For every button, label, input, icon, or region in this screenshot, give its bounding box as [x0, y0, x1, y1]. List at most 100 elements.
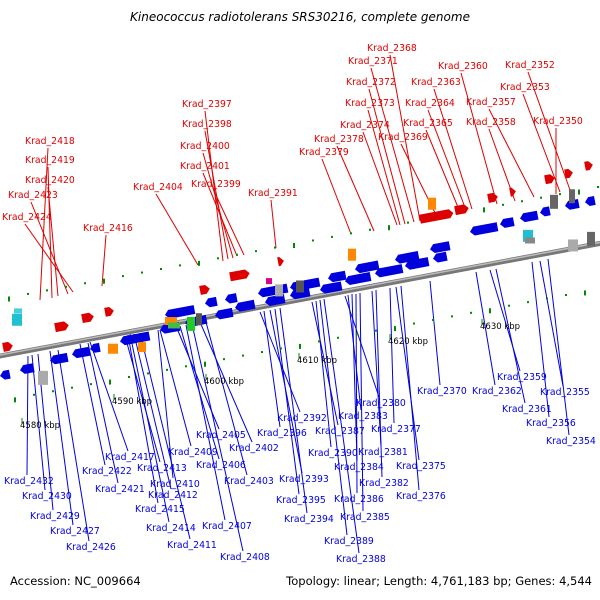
- gene-label-krad-2432[interactable]: Krad_2432: [4, 476, 54, 487]
- gene-label-krad-2405[interactable]: Krad_2405: [196, 430, 246, 441]
- gene-label-krad-2419[interactable]: Krad_2419: [25, 155, 75, 166]
- gene-box[interactable]: [138, 342, 146, 353]
- gene-label-krad-2422[interactable]: Krad_2422: [82, 466, 132, 477]
- gene-arrow[interactable]: [429, 241, 451, 254]
- gene-label-krad-2364[interactable]: Krad_2364: [405, 98, 455, 109]
- gene-label-krad-2415[interactable]: Krad_2415: [135, 504, 185, 515]
- gene-label-krad-2368[interactable]: Krad_2368: [367, 43, 417, 54]
- gene-arrow[interactable]: [499, 217, 515, 228]
- gene-box[interactable]: [348, 248, 356, 261]
- gene-label-krad-2382[interactable]: Krad_2382: [359, 478, 409, 489]
- gene-label-krad-2427[interactable]: Krad_2427: [50, 526, 100, 537]
- gene-label-krad-2395[interactable]: Krad_2395: [276, 495, 326, 506]
- gene-label-krad-2392[interactable]: Krad_2392: [277, 413, 327, 424]
- gene-box[interactable]: [196, 313, 202, 326]
- gene-arrow[interactable]: [224, 293, 238, 304]
- gene-label-krad-2404[interactable]: Krad_2404: [133, 182, 183, 193]
- gene-label-krad-2385[interactable]: Krad_2385: [340, 512, 390, 523]
- gene-label-krad-2408[interactable]: Krad_2408: [220, 552, 270, 563]
- gene-label-krad-2387[interactable]: Krad_2387: [315, 426, 365, 437]
- gene-arrow[interactable]: [509, 187, 517, 197]
- gene-label-krad-2410[interactable]: Krad_2410: [150, 479, 200, 490]
- gene-arrow[interactable]: [432, 251, 448, 263]
- gene-arrow[interactable]: [454, 204, 469, 216]
- gene-arrow[interactable]: [344, 272, 372, 286]
- gene-box[interactable]: [275, 284, 283, 297]
- gene-arrow[interactable]: [119, 331, 151, 346]
- gene-arrow[interactable]: [319, 281, 343, 294]
- gene-label-krad-2363[interactable]: Krad_2363: [411, 77, 461, 88]
- gene-box[interactable]: [38, 370, 48, 385]
- gene-arrow[interactable]: [54, 321, 69, 333]
- gene-label-krad-2406[interactable]: Krad_2406: [196, 460, 246, 471]
- gene-label-krad-2359[interactable]: Krad_2359: [497, 372, 547, 383]
- gene-label-krad-2369[interactable]: Krad_2369: [378, 132, 428, 143]
- gene-arrow[interactable]: [81, 312, 94, 324]
- gene-arrow[interactable]: [404, 257, 430, 270]
- gene-box[interactable]: [266, 278, 272, 285]
- gene-arrow[interactable]: [519, 210, 539, 223]
- gene-label-krad-2372[interactable]: Krad_2372: [346, 77, 396, 88]
- gene-arrow[interactable]: [564, 199, 580, 210]
- gene-label-krad-2396[interactable]: Krad_2396: [257, 428, 307, 439]
- gene-box[interactable]: [587, 231, 595, 246]
- gene-arrow[interactable]: [2, 341, 13, 352]
- gene-label-krad-2354[interactable]: Krad_2354: [546, 436, 596, 447]
- gene-label-krad-2420[interactable]: Krad_2420: [25, 175, 75, 186]
- gene-arrow[interactable]: [229, 269, 250, 282]
- gene-label-krad-2397[interactable]: Krad_2397: [182, 99, 232, 110]
- gene-label-krad-2413[interactable]: Krad_2413: [137, 463, 187, 474]
- gene-arrow[interactable]: [289, 287, 311, 300]
- gene-label-krad-2407[interactable]: Krad_2407: [202, 521, 252, 532]
- gene-arrow[interactable]: [71, 346, 91, 359]
- gene-arrow[interactable]: [539, 206, 551, 217]
- gene-label-krad-2376[interactable]: Krad_2376: [396, 491, 446, 502]
- gene-arrow[interactable]: [327, 270, 347, 283]
- gene-label-krad-2398[interactable]: Krad_2398: [182, 119, 232, 130]
- gene-label-krad-2426[interactable]: Krad_2426: [66, 542, 116, 553]
- gene-label-krad-2355[interactable]: Krad_2355: [540, 387, 590, 398]
- gene-label-krad-2360[interactable]: Krad_2360: [438, 61, 488, 72]
- gene-box[interactable]: [12, 313, 22, 326]
- gene-box[interactable]: [569, 189, 575, 204]
- gene-label-krad-2357[interactable]: Krad_2357: [466, 97, 516, 108]
- gene-label-krad-2393[interactable]: Krad_2393: [279, 474, 329, 485]
- gene-arrow[interactable]: [234, 299, 256, 313]
- gene-arrow[interactable]: [419, 209, 454, 224]
- gene-arrow[interactable]: [199, 284, 210, 295]
- gene-label-krad-2381[interactable]: Krad_2381: [358, 447, 408, 458]
- gene-label-krad-2373[interactable]: Krad_2373: [345, 98, 395, 109]
- gene-box[interactable]: [14, 308, 22, 314]
- gene-label-krad-2380[interactable]: Krad_2380: [356, 398, 406, 409]
- gene-label-krad-2412[interactable]: Krad_2412: [148, 490, 198, 501]
- gene-label-krad-2421[interactable]: Krad_2421: [95, 484, 145, 495]
- gene-arrow[interactable]: [354, 260, 380, 274]
- gene-label-krad-2352[interactable]: Krad_2352: [505, 60, 555, 71]
- gene-label-krad-2423[interactable]: Krad_2423: [8, 190, 58, 201]
- gene-label-krad-2394[interactable]: Krad_2394: [284, 514, 334, 525]
- gene-label-krad-2374[interactable]: Krad_2374: [340, 120, 390, 131]
- gene-label-krad-2383[interactable]: Krad_2383: [338, 411, 388, 422]
- gene-label-krad-2424[interactable]: Krad_2424: [2, 212, 52, 223]
- gene-label-krad-2402[interactable]: Krad_2402: [229, 443, 279, 454]
- gene-label-krad-2379[interactable]: Krad_2379: [299, 147, 349, 158]
- gene-arrow[interactable]: [214, 307, 234, 320]
- gene-label-krad-2399[interactable]: Krad_2399: [191, 179, 241, 190]
- gene-label-krad-2370[interactable]: Krad_2370: [417, 386, 467, 397]
- gene-label-krad-2388[interactable]: Krad_2388: [336, 554, 386, 565]
- gene-label-krad-2358[interactable]: Krad_2358: [466, 117, 516, 128]
- gene-box[interactable]: [568, 239, 578, 252]
- gene-arrow[interactable]: [564, 168, 574, 179]
- gene-label-krad-2401[interactable]: Krad_2401: [180, 161, 230, 172]
- gene-arrow[interactable]: [264, 294, 286, 307]
- gene-arrow[interactable]: [584, 160, 594, 171]
- gene-label-krad-2391[interactable]: Krad_2391: [248, 188, 298, 199]
- gene-arrow[interactable]: [104, 306, 115, 317]
- gene-label-krad-2400[interactable]: Krad_2400: [180, 141, 230, 152]
- gene-label-krad-2365[interactable]: Krad_2365: [403, 118, 453, 129]
- gene-label-krad-2371[interactable]: Krad_2371: [348, 56, 398, 67]
- gene-box[interactable]: [525, 237, 535, 244]
- gene-box[interactable]: [428, 197, 436, 210]
- gene-arrow[interactable]: [49, 352, 69, 365]
- gene-box[interactable]: [187, 316, 195, 331]
